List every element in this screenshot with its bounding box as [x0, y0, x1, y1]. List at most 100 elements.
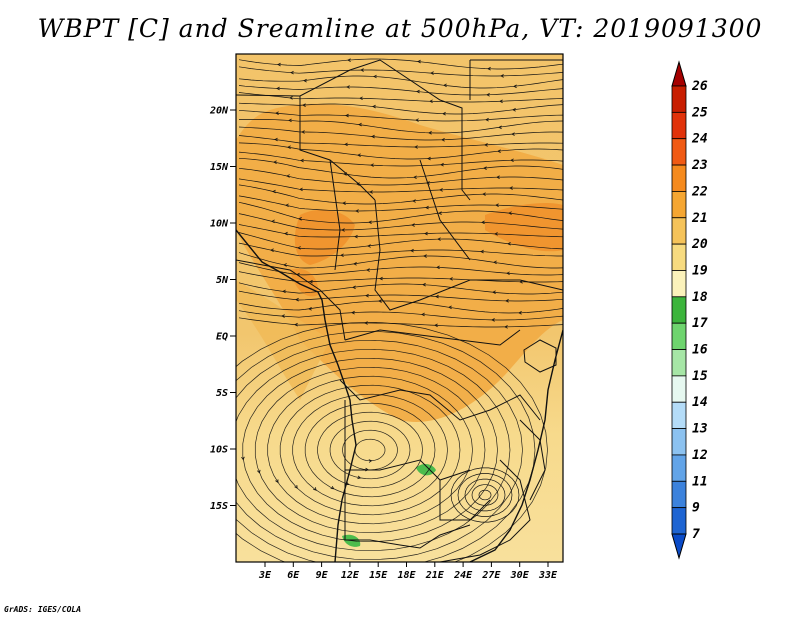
lat-tick-label: 10S [210, 445, 228, 456]
streamline-arrow [286, 174, 290, 178]
streamline-arrow [241, 456, 245, 461]
streamline-arrow [271, 219, 275, 224]
streamline-arrow [372, 104, 376, 109]
streamline-arrow [257, 469, 261, 474]
colorbar-swatch [671, 243, 687, 271]
wbpt-18-region [416, 464, 436, 476]
streamline-arrow [357, 475, 362, 480]
streamline-vortex [242, 357, 498, 543]
colorbar-swatch [671, 191, 687, 219]
streamline-arrow [301, 130, 305, 134]
streamline-arrow [484, 143, 488, 147]
streamline-arrow [344, 142, 348, 147]
streamline-arrow [276, 86, 280, 91]
lon-tick-label: 24E [453, 570, 473, 581]
map-plot-area [223, 54, 563, 562]
colorbar-label: 16 [692, 343, 708, 358]
colorbar-swatch [671, 322, 687, 350]
streamline-arrow [437, 237, 441, 241]
streamline-arrow [425, 205, 429, 210]
streamline-arrow [367, 244, 371, 248]
lat-tick-label: 20N [209, 106, 229, 117]
streamline-arrow [355, 209, 359, 213]
lat-tick-label: 15S [210, 501, 228, 512]
streamline [238, 213, 563, 231]
colorbar-label: 12 [692, 448, 708, 463]
streamline-arrow [411, 223, 415, 227]
colorbar-label: 7 [692, 527, 700, 542]
streamline [238, 262, 563, 276]
colorbar-swatch [671, 454, 687, 482]
streamline-vortex [267, 375, 473, 525]
colorbar-label: 26 [691, 79, 708, 94]
streamline [238, 184, 563, 205]
colorbar-label: 13 [692, 422, 708, 437]
streamline-arrow [308, 307, 312, 311]
streamline-arrow [486, 93, 490, 97]
streamline-arrow [353, 262, 357, 266]
colorbar-swatch [671, 375, 687, 403]
colorbar-label: 9 [692, 501, 700, 516]
streamline-vortex [329, 420, 411, 480]
colorbar-label: 14 [692, 395, 708, 410]
streamline [239, 119, 563, 134]
streamline-arrow [500, 74, 504, 78]
colorbar-swatch [671, 349, 687, 377]
streamline-arrow [309, 279, 313, 284]
streamline-arrow [509, 186, 513, 190]
colorbar-bottom-arrow [671, 533, 687, 560]
streamline-arrow [495, 203, 499, 207]
streamline-arrow [281, 314, 285, 318]
streamline-arrow [505, 299, 509, 303]
streamline-arrow [499, 99, 503, 104]
streamline-arrow [493, 260, 497, 265]
streamline-arrow [303, 78, 307, 83]
streamline [238, 157, 563, 179]
streamline-arrow [429, 99, 433, 104]
streamline [238, 195, 563, 212]
colorbar-label: 15 [692, 369, 708, 384]
streamline-arrow [284, 231, 288, 236]
colorbar-swatch [671, 507, 687, 535]
streamline-arrow [223, 376, 226, 379]
colorbar-label: 22 [691, 184, 708, 199]
streamline-vortex-east [457, 473, 513, 517]
streamline-arrow [229, 440, 232, 443]
streamline-arrow [365, 293, 369, 298]
streamline-arrow [510, 158, 514, 163]
streamline-arrow [358, 122, 362, 127]
map-axes: 20N 15N 10N 5N EQ 5S 10S 15S 3E 6E 9E 12E 15E 18E 21E 2… [209, 106, 558, 582]
streamline [238, 92, 563, 103]
country-borders [236, 59, 563, 562]
colorbar-swatch [671, 111, 687, 140]
lon-tick-label: 12E [341, 570, 360, 581]
streamline [238, 224, 563, 238]
lat-tick-label: EQ [216, 332, 228, 343]
colorbar-label: 18 [692, 290, 708, 305]
streamline-arrow [441, 138, 445, 142]
streamline [238, 66, 563, 77]
streamline-arrow [436, 265, 440, 270]
streamline-arrow [496, 175, 500, 180]
streamline-arrow [298, 217, 302, 221]
streamline-arrow [448, 305, 452, 310]
streamline-arrow [513, 84, 517, 89]
streamline-vortex-east [471, 484, 499, 506]
colorbar-label: 20 [691, 237, 708, 252]
streamline-vortex-east [478, 489, 492, 501]
streamline-arrow [511, 132, 515, 136]
streamline-arrow [379, 276, 383, 281]
streamline [238, 167, 563, 186]
streamline-arrow [360, 68, 364, 72]
coastline [236, 229, 563, 562]
lon-tick-label: 30E [510, 570, 530, 581]
grads-credit: GrADS: IGES/COLA [4, 605, 82, 614]
colorbar-label: 19 [692, 263, 708, 278]
streamline [238, 310, 563, 321]
streamline [238, 178, 563, 193]
streamline-arrow [368, 220, 372, 225]
streamline-vortex [236, 348, 511, 552]
streamline-arrow [287, 145, 291, 149]
lat-tick-label: 5S [216, 388, 228, 399]
colorbar-swatch [671, 480, 687, 509]
